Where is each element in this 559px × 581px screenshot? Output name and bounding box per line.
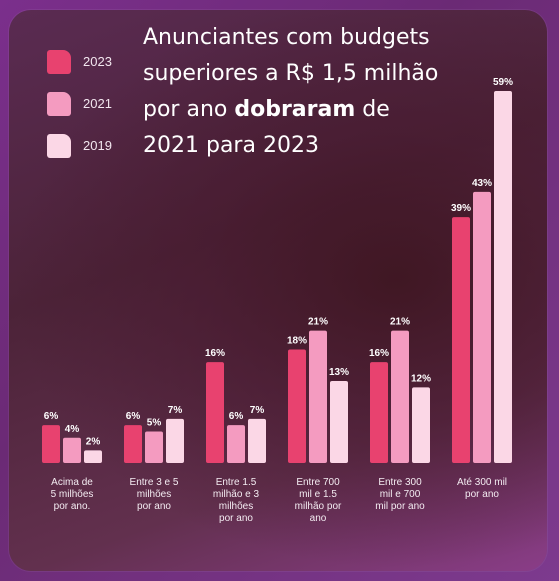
value-label-2019-group-5: 12% <box>411 373 431 384</box>
value-label-2023-group-4: 18% <box>287 336 307 347</box>
bar-2023-group-5 <box>370 362 388 463</box>
value-label-2019-group-4: 13% <box>329 367 349 378</box>
bar-2023-group-3 <box>206 362 224 463</box>
category-label-6: Até 300 mil por ano <box>457 477 507 500</box>
title-line-4: 2021 para 2023 <box>143 133 319 158</box>
value-label-2023-group-2: 6% <box>126 411 141 422</box>
bar-2021-group-4 <box>309 330 327 463</box>
bar-2021-group-6 <box>473 191 491 464</box>
legend-label-2023: 2023 <box>83 54 112 69</box>
value-label-2021-group-5: 21% <box>390 317 410 328</box>
legend-label-2019: 2019 <box>83 138 112 153</box>
legend-swatch-2021 <box>47 92 71 116</box>
value-label-2019-group-6: 59% <box>493 77 513 88</box>
bar-2021-group-3 <box>227 425 245 463</box>
bar-2023-group-1 <box>42 425 60 463</box>
title-line-3-post: de <box>355 97 390 122</box>
category-label-5: Entre 300 mil e 700 mil por ano <box>375 477 425 512</box>
value-label-2021-group-3: 6% <box>229 411 244 422</box>
bar-2019-group-3 <box>248 418 266 463</box>
bar-2023-group-6 <box>452 217 470 463</box>
category-label-3: Entre 1.5 milhão e 3 milhões por ano <box>213 477 260 524</box>
title-line-3-pre: por ano <box>143 97 235 122</box>
bar-2021-group-5 <box>391 330 409 463</box>
bar-2021-group-2 <box>145 431 163 463</box>
value-label-2019-group-1: 2% <box>86 436 101 447</box>
value-label-2021-group-6: 43% <box>472 178 492 189</box>
bar-2019-group-6 <box>494 91 512 463</box>
bar-2019-group-1 <box>84 450 102 463</box>
bar-2023-group-2 <box>124 425 142 463</box>
bar-2019-group-5 <box>412 387 430 463</box>
legend-label-2021: 2021 <box>83 96 112 111</box>
bar-2019-group-4 <box>330 381 348 463</box>
title-emphasis: dobraram <box>234 97 356 122</box>
value-label-2021-group-1: 4% <box>65 424 80 435</box>
value-label-2023-group-5: 16% <box>369 348 389 359</box>
bar-2023-group-4 <box>288 349 306 463</box>
value-label-2023-group-3: 16% <box>205 348 225 359</box>
value-label-2019-group-2: 7% <box>168 405 183 416</box>
value-label-2021-group-2: 5% <box>147 417 162 428</box>
title-line-3: por ano dobraram de <box>143 92 483 128</box>
legend-swatch-2019 <box>47 134 71 158</box>
legend-swatch-2023 <box>47 50 71 74</box>
title-line-2: superiores a R$ 1,5 milhão <box>143 61 439 86</box>
bar-2019-group-2 <box>166 418 184 463</box>
value-label-2023-group-1: 6% <box>44 411 59 422</box>
category-label-1: Acima de 5 milhões por ano. <box>51 477 94 512</box>
value-label-2021-group-4: 21% <box>308 317 328 328</box>
bar-2021-group-1 <box>63 437 81 463</box>
category-label-2: Entre 3 e 5 milhões por ano <box>130 477 179 512</box>
title-line-1: Anunciantes com budgets <box>143 25 430 50</box>
category-label-4: Entre 700 mil e 1.5 milhão por ano <box>295 477 342 524</box>
value-label-2019-group-3: 7% <box>250 405 265 416</box>
value-label-2023-group-6: 39% <box>451 203 471 214</box>
chart-title: Anunciantes com budgets superiores a R$ … <box>143 20 483 164</box>
